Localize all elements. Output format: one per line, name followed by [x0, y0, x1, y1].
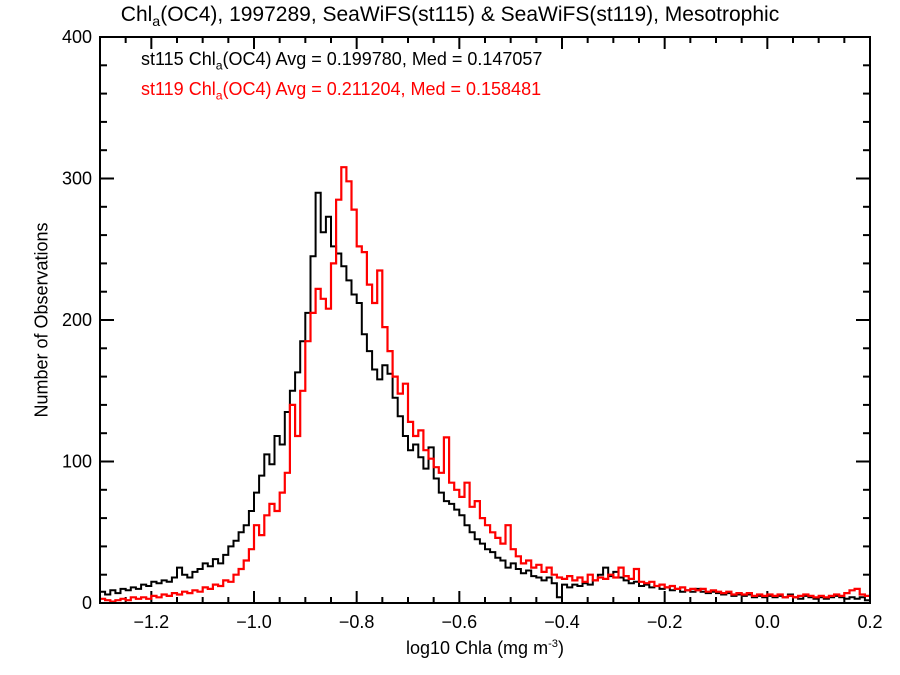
y-tick-label: 200 — [62, 310, 92, 330]
x-tick-label: −0.8 — [339, 612, 375, 632]
x-tick-label: −1.2 — [134, 612, 170, 632]
x-tick-label: −1.0 — [236, 612, 272, 632]
x-tick-label: −0.4 — [544, 612, 580, 632]
plot-border — [99, 36, 871, 604]
y-tick-label: 400 — [62, 27, 92, 47]
x-tick-label: −0.6 — [442, 612, 478, 632]
st115-series-line — [100, 191, 870, 602]
y-tick-label: 0 — [82, 593, 92, 613]
st119-series-line — [100, 166, 870, 603]
chart-title-pre: Chl — [120, 3, 153, 26]
y-tick-label: 100 — [62, 452, 92, 472]
axis-tick-labels: −1.2 −1.0 −0.8 −0.6 −0.4 −0.2 0.0 0.2 0 100 200 300… — [62, 27, 883, 632]
legend: st115 Chla(OC4) Avg = 0.199780, Med = 0.… — [141, 44, 542, 104]
legend-entry-st119: st119 Chla(OC4) Avg = 0.211204, Med = 0.… — [141, 79, 542, 103]
x-tick-label: −0.2 — [647, 612, 683, 632]
y-tick-label: 300 — [62, 169, 92, 189]
chart-title: Chla(OC4), 1997289, SeaWiFS(st115) & Sea… — [0, 3, 900, 30]
y-axis-label: Number of Observations — [31, 222, 52, 418]
legend-entry-st115: st115 Chla(OC4) Avg = 0.199780, Med = 0.… — [141, 49, 543, 73]
chart-title-subscript: a — [152, 14, 161, 31]
x-tick-label: 0.0 — [755, 612, 780, 632]
chart-title-post: (OC4), 1997289, SeaWiFS(st115) & SeaWiFS… — [160, 3, 780, 26]
x-axis-label: log10 Chla (mg m-3) — [406, 638, 564, 658]
x-tick-label: 0.2 — [857, 612, 882, 632]
